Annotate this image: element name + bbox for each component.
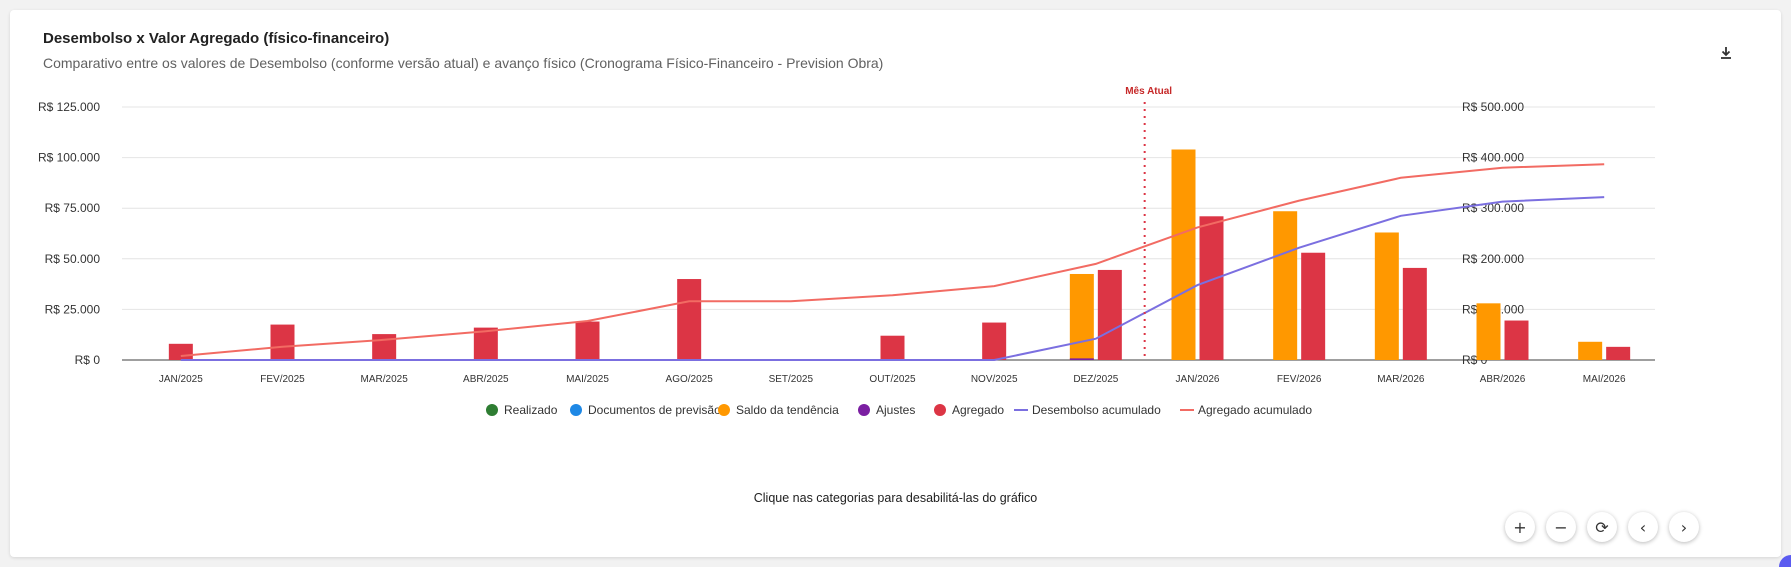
- bar-saldo-da-tendencia: [1069, 273, 1094, 360]
- bar-agregado: [1199, 216, 1224, 360]
- legend-marker: [570, 404, 582, 416]
- bar-ajustes: [1069, 358, 1094, 360]
- bar-saldo-da-tendencia: [1374, 232, 1399, 360]
- download-button[interactable]: [1713, 40, 1739, 66]
- line-agregado-acumulado: [180, 163, 1605, 357]
- bar-saldo-da-tendencia: [1578, 341, 1603, 360]
- lines: [180, 163, 1605, 361]
- bar-agregado: [168, 343, 193, 360]
- x-tick-label: MAR/2025: [361, 374, 409, 385]
- zoom-in-button[interactable]: +: [1505, 512, 1535, 542]
- legend-label: Ajustes: [876, 403, 915, 417]
- legend-item-saldo-da-tendencia[interactable]: Saldo da tendência: [718, 403, 839, 417]
- x-axis: JAN/2025 FEV/2025 MAR/2025 ABR/2025 MAI/2025…: [159, 374, 1626, 385]
- legend-marker: [718, 404, 730, 416]
- legend-item-desembolso-acumulado[interactable]: Desembolso acumulado: [1014, 403, 1161, 417]
- bar-agregado: [1301, 252, 1326, 360]
- bar-saldo-da-tendencia: [1171, 149, 1196, 360]
- bar-agregado: [982, 322, 1007, 360]
- chart-title: Desembolso x Valor Agregado (físico-fina…: [43, 30, 390, 47]
- legend-item-agregado-acumulado[interactable]: Agregado acumulado: [1180, 403, 1312, 417]
- reset-zoom-button[interactable]: ⟳: [1587, 512, 1617, 542]
- left-tick-label: R$ 25.000: [45, 302, 101, 316]
- left-tick-label: R$ 100.000: [38, 151, 100, 165]
- bar-agregado: [1606, 346, 1631, 360]
- legend-label: Realizado: [504, 403, 558, 417]
- x-tick-label: ABR/2025: [463, 374, 509, 385]
- x-tick-label: SET/2025: [769, 374, 814, 385]
- bars: [168, 149, 1631, 360]
- x-tick-label: AGO/2025: [666, 374, 714, 385]
- bar-agregado: [372, 334, 397, 360]
- x-tick-label: OUT/2025: [869, 374, 916, 385]
- current-month-annotation: Mês Atual: [1125, 86, 1172, 360]
- legend-item-documentos-de-previsao[interactable]: Documentos de previsão: [570, 403, 721, 417]
- legend-label: Agregado acumulado: [1198, 403, 1312, 417]
- bar-agregado: [270, 324, 295, 360]
- legend-marker: [486, 404, 498, 416]
- x-tick-label: MAI/2026: [1583, 374, 1626, 385]
- legend-label: Desembolso acumulado: [1032, 403, 1161, 417]
- x-tick-label: JAN/2026: [1176, 374, 1220, 385]
- zoom-out-button[interactable]: −: [1546, 512, 1576, 542]
- x-tick-label: MAR/2026: [1377, 374, 1425, 385]
- x-tick-label: NOV/2025: [971, 374, 1018, 385]
- current-month-label: Mês Atual: [1125, 86, 1172, 97]
- legend-marker: [858, 404, 870, 416]
- legend-label: Documentos de previsão: [588, 403, 721, 417]
- left-tick-label: R$ 50.000: [45, 252, 101, 266]
- chart-subtitle: Comparativo entre os valores de Desembol…: [43, 55, 884, 71]
- legend-label: Agregado: [952, 403, 1004, 417]
- next-button[interactable]: ›: [1669, 512, 1699, 542]
- legend-label: Saldo da tendência: [736, 403, 839, 417]
- x-tick-label: FEV/2026: [1277, 374, 1322, 385]
- left-tick-label: R$ 75.000: [45, 201, 101, 215]
- x-tick-label: DEZ/2025: [1073, 374, 1118, 385]
- chart-controls: + − ⟳ ‹ ›: [1505, 512, 1699, 542]
- bar-saldo-da-tendencia: [1273, 211, 1298, 360]
- x-tick-label: MAI/2025: [566, 374, 609, 385]
- chart-svg: R$ 0 R$ 25.000 R$ 50.000 R$ 75.000 R$ 100.00…: [38, 86, 1655, 417]
- right-tick-label: R$ 500.000: [1462, 100, 1524, 114]
- x-tick-label: JAN/2025: [159, 374, 203, 385]
- bar-saldo-da-tendencia: [1476, 303, 1501, 360]
- bar-agregado: [1402, 267, 1427, 360]
- x-tick-label: FEV/2025: [260, 374, 305, 385]
- bar-agregado: [677, 279, 702, 360]
- right-tick-label: R$ 200.000: [1462, 252, 1524, 266]
- bar-agregado: [1097, 269, 1122, 360]
- line-desembolso-acumulado: [180, 196, 1605, 361]
- bar-agregado: [880, 335, 905, 360]
- chart-card: Desembolso x Valor Agregado (físico-fina…: [10, 10, 1781, 557]
- legend-item-realizado[interactable]: Realizado: [486, 403, 558, 417]
- legend-hint: Clique nas categorias para desabilitá-la…: [753, 491, 1038, 505]
- left-tick-label: R$ 0: [75, 353, 101, 367]
- bar-agregado: [575, 321, 600, 360]
- legend: Realizado Documentos de previsão Saldo da …: [486, 403, 1312, 417]
- x-tick-label: ABR/2026: [1480, 374, 1526, 385]
- legend-item-agregado[interactable]: Agregado: [934, 403, 1004, 417]
- prev-button[interactable]: ‹: [1628, 512, 1658, 542]
- left-axis: R$ 0 R$ 25.000 R$ 50.000 R$ 75.000 R$ 100.00…: [38, 100, 100, 367]
- left-tick-label: R$ 125.000: [38, 100, 100, 114]
- right-tick-label: R$ 400.000: [1462, 151, 1524, 165]
- bar-agregado: [1504, 320, 1529, 360]
- corner-indicator: [1779, 555, 1791, 567]
- legend-marker: [934, 404, 946, 416]
- legend-item-ajustes[interactable]: Ajustes: [858, 403, 915, 417]
- download-icon: [1721, 47, 1731, 59]
- bar-agregado: [473, 327, 498, 360]
